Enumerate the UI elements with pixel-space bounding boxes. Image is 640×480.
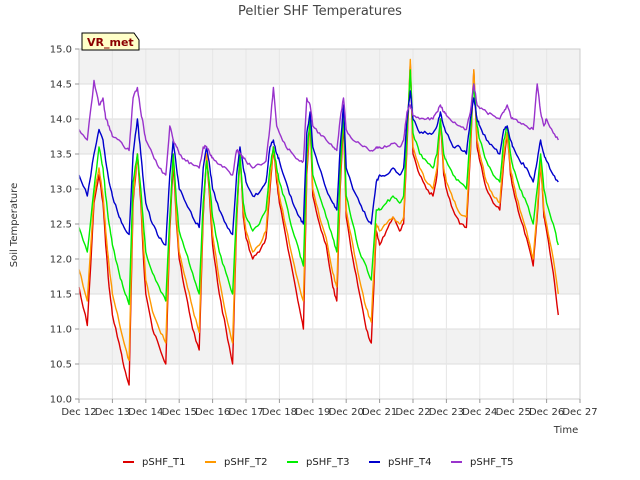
y-tick-label: 12.0	[50, 255, 72, 266]
x-tick-label: Dec 19	[295, 407, 330, 418]
x-tick-label: Dec 25	[496, 407, 531, 418]
legend-label-pSHF_T5: pSHF_T5	[470, 457, 513, 468]
x-tick-label: Dec 24	[462, 407, 497, 418]
y-tick-label: 12.5	[50, 220, 72, 231]
series-line-pSHF_T1	[78, 62, 559, 386]
legend-label-pSHF_T1: pSHF_T1	[142, 457, 185, 468]
y-tick-label: 15.0	[50, 45, 72, 56]
x-tick-label: Dec 13	[95, 407, 130, 418]
x-tick-label: Dec 22	[395, 407, 430, 418]
y-axis: 10.0 10.5 11.0 11.5 12.0 12.5 13.0 13.5 14.0 14.5…	[50, 45, 79, 406]
y-tick-label: 13.0	[50, 185, 72, 196]
x-tick-label: Dec 17	[228, 407, 263, 418]
x-tick-label: Dec 16	[195, 407, 230, 418]
x-axis-title: Time	[553, 425, 578, 436]
y-axis-title: Soil Temperature	[9, 183, 20, 268]
series-line-pSHF_T4	[78, 90, 559, 246]
y-tick-label: 11.0	[50, 325, 72, 336]
y-tick-label: 10.5	[50, 360, 72, 371]
x-tick-label: Dec 14	[128, 407, 163, 418]
y-tick-label: 14.5	[50, 80, 72, 91]
series-layer	[78, 58, 559, 386]
site-badge: VR_met	[81, 32, 140, 51]
legend: pSHF_T1 pSHF_T2 pSHF_T3 pSHF_T4 pSHF_T5	[123, 457, 513, 468]
x-tick-label: Dec 21	[362, 407, 397, 418]
series-line-pSHF_T5	[78, 79, 559, 176]
x-tick-label: Dec 26	[529, 407, 564, 418]
chart-title: Peltier SHF Temperatures	[238, 4, 402, 19]
x-tick-label: Dec 18	[262, 407, 297, 418]
legend-label-pSHF_T3: pSHF_T3	[306, 457, 349, 468]
x-tick-label: Dec 15	[162, 407, 197, 418]
x-tick-label: Dec 20	[329, 407, 364, 418]
y-tick-label: 14.0	[50, 115, 72, 126]
plot-band	[79, 119, 580, 154]
x-tick-label: Dec 12	[61, 407, 96, 418]
plot-band	[79, 49, 580, 84]
y-tick-label: 10.0	[50, 395, 72, 406]
series-line-pSHF_T3	[78, 69, 559, 306]
site-badge-shape	[81, 32, 140, 51]
plot-band	[79, 189, 580, 224]
series-line-pSHF_T2	[78, 58, 559, 362]
x-tick-label: Dec 27	[562, 407, 597, 418]
site-badge-label: VR_met	[87, 36, 134, 49]
y-tick-label: 13.5	[50, 150, 72, 161]
y-tick-label: 11.5	[50, 290, 72, 301]
legend-label-pSHF_T4: pSHF_T4	[388, 457, 431, 468]
x-tick-label: Dec 23	[429, 407, 464, 418]
legend-label-pSHF_T2: pSHF_T2	[224, 457, 267, 468]
